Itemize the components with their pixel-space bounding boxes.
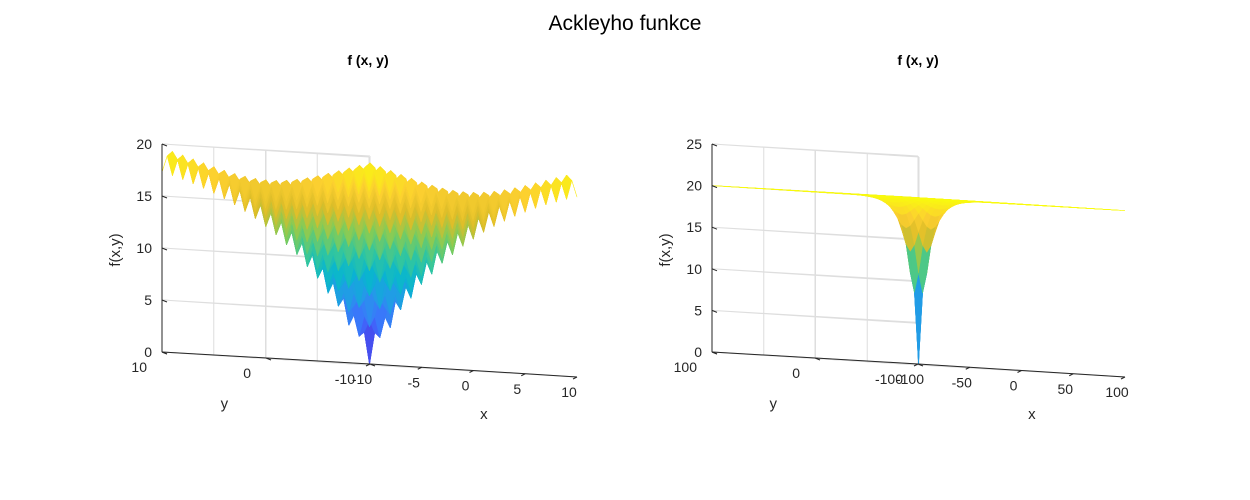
y-tick-label: -100: [875, 371, 903, 387]
z-tick-label: 15: [686, 219, 702, 235]
z-tick: [161, 299, 168, 303]
x-tick: [913, 363, 919, 367]
axes-title: f (x, y): [347, 52, 388, 68]
x-tick-label: 5: [513, 381, 521, 397]
x-tick: [965, 366, 970, 370]
y-tick: [369, 363, 376, 367]
x-tick-label: -10: [352, 371, 372, 387]
gridline: [918, 157, 1126, 378]
axes-title: f (x, y): [897, 52, 938, 68]
x-tick-label: 0: [462, 378, 470, 394]
y-tick: [814, 357, 821, 361]
figure-title: Ackleyho funkce: [548, 12, 702, 35]
z-tick: [711, 143, 718, 147]
z-axis-label: f(x,y): [107, 233, 124, 266]
x-tick-label: 100: [1105, 384, 1129, 400]
gridline: [917, 156, 1126, 378]
x-tick-label: -5: [408, 374, 421, 390]
z-tick-label: 0: [694, 344, 702, 360]
gridline: [866, 153, 1074, 375]
y-tick-label: -10: [335, 371, 355, 387]
y-tick: [917, 363, 924, 367]
y-axis-label: y: [770, 396, 778, 413]
z-tick: [161, 247, 168, 251]
x-tick: [1069, 373, 1074, 377]
surface-patch: [914, 198, 924, 200]
z-tick-label: 5: [144, 292, 152, 308]
x-tick: [572, 376, 578, 380]
z-tick-label: 0: [144, 344, 152, 360]
z-tick-label: 20: [136, 136, 152, 152]
surface-patch: [363, 163, 375, 186]
y-tick-label: 100: [674, 359, 698, 375]
surface: [161, 150, 578, 365]
y-tick-label: 0: [243, 365, 251, 381]
x-tick: [469, 370, 474, 373]
y-tick-label: 10: [131, 359, 147, 375]
x-tick: [1017, 370, 1022, 373]
x-tick: [1120, 376, 1126, 380]
z-tick-label: 25: [686, 136, 702, 152]
z-tick: [711, 351, 718, 355]
z-tick: [711, 185, 718, 189]
z-tick-label: 10: [136, 240, 152, 256]
y-axis-label: y: [221, 396, 229, 413]
x-tick: [521, 373, 526, 377]
x-tick: [365, 363, 371, 367]
z-tick: [711, 309, 718, 313]
z-tick-label: 10: [686, 261, 702, 277]
y-tick: [265, 357, 272, 361]
x-tick-label: 50: [1057, 381, 1073, 397]
x-tick-label: 10: [561, 384, 577, 400]
z-tick-label: 5: [694, 302, 702, 318]
x-axis-label: x: [480, 406, 488, 423]
surface-patch: [177, 154, 189, 181]
z-tick: [161, 195, 168, 199]
surface: [711, 185, 1126, 365]
x-tick-label: -100: [896, 371, 924, 387]
x-tick: [417, 366, 422, 370]
z-tick: [711, 268, 718, 272]
z-tick-label: 15: [136, 188, 152, 204]
x-tick-label: -50: [952, 374, 972, 390]
x-tick-label: 0: [1010, 378, 1018, 394]
z-tick: [161, 351, 168, 355]
z-tick: [711, 226, 718, 230]
surface-plot-right: -100 -50 0 50 100-10001000510152025xyf(x,y)f…: [657, 52, 1129, 423]
z-axis-label: f(x,y): [657, 233, 674, 266]
z-tick-label: 20: [686, 178, 702, 194]
y-tick-label: 0: [792, 365, 800, 381]
x-axis-label: x: [1028, 406, 1036, 423]
z-tick: [161, 143, 168, 147]
